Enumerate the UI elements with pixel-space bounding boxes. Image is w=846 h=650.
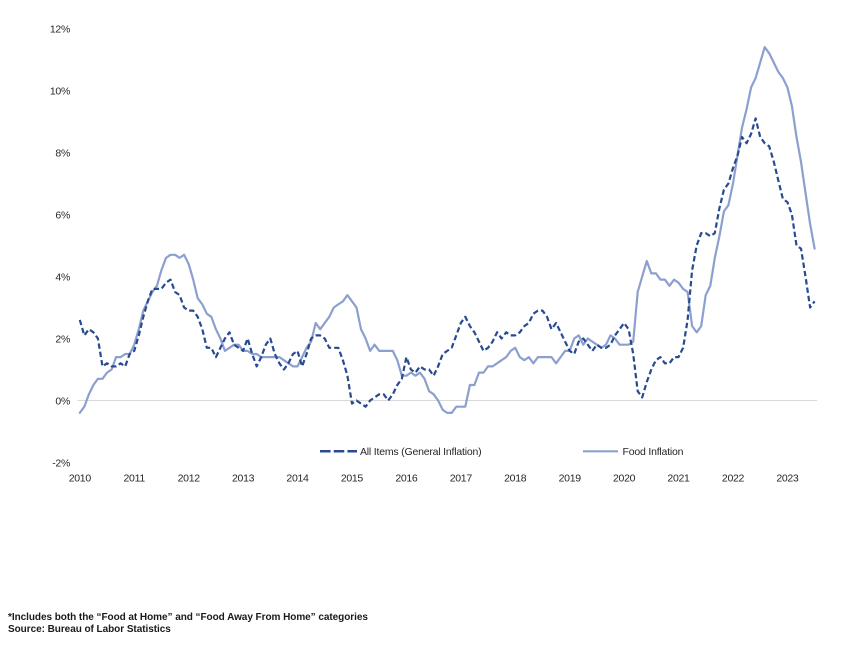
svg-text:2%: 2% [55,333,70,345]
svg-text:2023: 2023 [776,473,799,485]
svg-text:2019: 2019 [559,473,582,485]
svg-text:2013: 2013 [232,473,255,485]
svg-text:2010: 2010 [69,473,92,485]
svg-text:10%: 10% [50,85,70,97]
svg-text:2015: 2015 [341,473,364,485]
svg-text:2021: 2021 [667,473,690,485]
svg-text:12%: 12% [50,23,70,35]
svg-text:2018: 2018 [504,473,527,485]
svg-text:0%: 0% [55,395,70,407]
svg-text:2016: 2016 [395,473,418,485]
svg-text:2014: 2014 [286,473,309,485]
svg-text:2012: 2012 [178,473,201,485]
svg-text:8%: 8% [55,147,70,159]
svg-text:2020: 2020 [613,473,636,485]
svg-text:2011: 2011 [124,473,146,485]
svg-text:2017: 2017 [450,473,473,485]
svg-text:All Items (General Inflation): All Items (General Inflation) [360,446,481,458]
svg-text:-2%: -2% [52,457,70,469]
svg-text:Food Inflation: Food Inflation [623,446,684,458]
svg-text:6%: 6% [55,209,70,221]
svg-text:4%: 4% [55,271,70,283]
svg-text:2022: 2022 [722,473,745,485]
